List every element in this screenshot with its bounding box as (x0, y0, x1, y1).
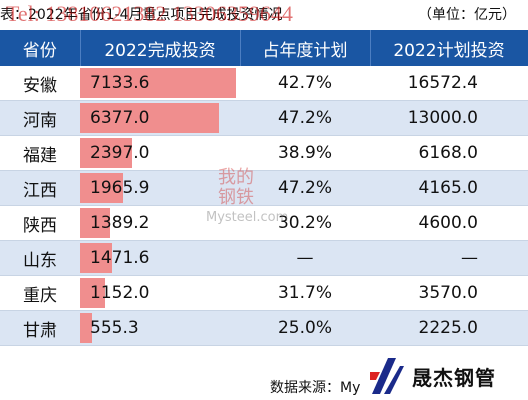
table-row: 陕西 1389.2 30.2% 4600.0 (0, 205, 528, 241)
table-row: 河南 6377.0 47.2% 13000.0 (0, 100, 528, 136)
share-cell: 25.0% (240, 310, 370, 346)
completed-bar (80, 138, 133, 168)
table-title: 表：2022年省份1-4月重点项目完成投资情况 (0, 7, 283, 23)
completed-bar (80, 173, 123, 203)
completed-cell: 555.3 (80, 310, 240, 346)
plan-cell: 16572.4 (370, 66, 528, 101)
plan-cell: 2225.0 (370, 310, 528, 346)
table-row: 江西 1965.9 47.2% 4165.0 (0, 170, 528, 206)
completed-value: 555.3 (90, 318, 139, 338)
share-cell: — (240, 240, 370, 276)
completed-value: 1152.0 (90, 283, 150, 303)
table-row: 重庆 1152.0 31.7% 3570.0 (0, 275, 528, 311)
province-cell: 安徽 (0, 66, 80, 101)
table-row: 福建 2397.0 38.9% 6168.0 (0, 135, 528, 171)
table-row: 甘肃 555.3 25.0% 2225.0 (0, 310, 528, 346)
plan-cell: 13000.0 (370, 100, 528, 136)
phone-watermark: Tel: 13810621382 13306359644 (6, 1, 293, 26)
brand-logo: 晟杰钢管 (370, 352, 528, 400)
completed-cell: 1389.2 (80, 205, 240, 241)
share-cell: 47.2% (240, 100, 370, 136)
header-row: 省份 2022完成投资 占年度计划 2022计划投资 (0, 30, 528, 66)
share-cell: 30.2% (240, 205, 370, 241)
header-province: 省份 (0, 30, 81, 66)
center-watermark: 我的 钢铁 Mysteel.com (206, 167, 289, 228)
completed-cell: 6377.0 (80, 100, 240, 136)
completed-cell: 1471.6 (80, 240, 240, 276)
completed-bar (80, 68, 236, 98)
table-row: 安徽 7133.6 42.7% 16572.4 (0, 66, 528, 101)
data-source: 数据来源：My (270, 380, 361, 396)
unit-label: （单位：亿元） (418, 7, 516, 23)
investment-table: 省份 2022完成投资 占年度计划 2022计划投资 安徽 7133.6 42.7%… (0, 30, 528, 346)
completed-bar (80, 103, 220, 133)
completed-value: 7133.6 (90, 73, 150, 93)
completed-cell: 1152.0 (80, 275, 240, 311)
header-share: 占年度计划 (240, 30, 371, 66)
completed-value: 1965.9 (90, 178, 150, 198)
watermark-line-1: 我的 (218, 167, 254, 188)
province-cell: 甘肃 (0, 310, 80, 346)
province-cell: 重庆 (0, 275, 80, 311)
plan-cell: 4165.0 (370, 170, 528, 206)
completed-value: 2397.0 (90, 143, 150, 163)
province-cell: 河南 (0, 100, 80, 136)
completed-cell: 2397.0 (80, 135, 240, 171)
completed-value: 1471.6 (90, 248, 150, 268)
province-cell: 山东 (0, 240, 80, 276)
table-row: 山东 1471.6 — — (0, 240, 528, 276)
share-cell: 38.9% (240, 135, 370, 171)
watermark-line-3: Mysteel.com (206, 210, 289, 225)
completed-cell: 7133.6 (80, 66, 240, 101)
completed-value: 6377.0 (90, 108, 150, 128)
completed-bar (80, 243, 113, 273)
completed-bar (80, 278, 106, 308)
logo-mark-icon (370, 358, 404, 394)
watermark-line-2: 钢铁 (218, 187, 254, 208)
share-cell: 42.7% (240, 66, 370, 101)
header-completed: 2022完成投资 (80, 30, 241, 66)
completed-bar (80, 313, 93, 343)
share-cell: 31.7% (240, 275, 370, 311)
plan-cell: — (370, 240, 528, 276)
province-cell: 陕西 (0, 205, 80, 241)
plan-cell: 6168.0 (370, 135, 528, 171)
brand-name: 晟杰钢管 (408, 360, 500, 393)
province-cell: 江西 (0, 170, 80, 206)
completed-bar (80, 208, 111, 238)
plan-cell: 4600.0 (370, 205, 528, 241)
completed-value: 1389.2 (90, 213, 150, 233)
share-cell: 47.2% (240, 170, 370, 206)
completed-cell: 1965.9 (80, 170, 240, 206)
title-bar: 表：2022年省份1-4月重点项目完成投资情况 （单位：亿元） (0, 0, 528, 30)
province-cell: 福建 (0, 135, 80, 171)
header-plan: 2022计划投资 (370, 30, 528, 66)
plan-cell: 3570.0 (370, 275, 528, 311)
